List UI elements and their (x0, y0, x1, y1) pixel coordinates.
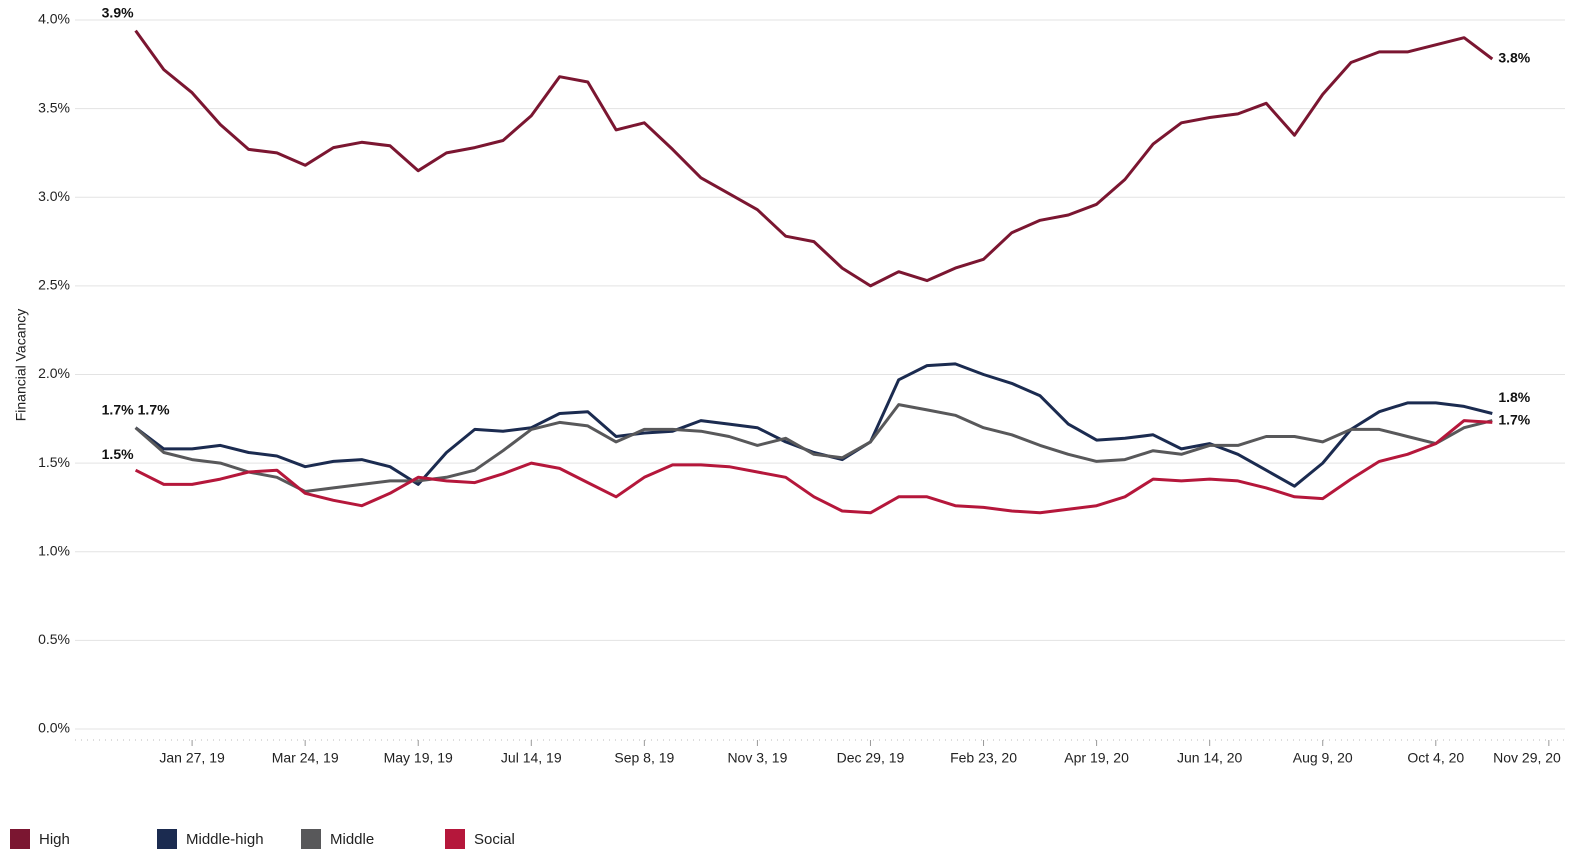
x-tick-label: Aug 9, 20 (1293, 750, 1353, 766)
x-tick-label: Jan 27, 19 (159, 750, 225, 766)
series-line (134, 362, 1493, 488)
y-tick-label: 4.0% (38, 11, 70, 27)
x-tick-label: Mar 24, 19 (272, 750, 339, 766)
data-label: 1.8% (1498, 389, 1530, 405)
y-tick-label: 2.0% (38, 365, 70, 381)
series-line (134, 403, 1493, 493)
y-axis-label: Financial Vacancy (13, 309, 29, 422)
y-tick-label: 0.0% (38, 720, 70, 736)
x-tick-label: Nov 29, 20 (1493, 750, 1561, 766)
legend-swatch (301, 829, 321, 849)
y-tick-label: 1.5% (38, 454, 70, 470)
y-tick-label: 3.0% (38, 188, 70, 204)
legend-label: Middle (330, 831, 374, 848)
legend-label: Middle-high (186, 831, 264, 848)
x-tick-label: Oct 4, 20 (1407, 750, 1464, 766)
legend-label: High (39, 831, 70, 848)
x-tick-label: Sep 8, 19 (614, 750, 674, 766)
series-line (134, 29, 1494, 288)
data-label: 3.8% (1498, 50, 1530, 66)
legend-label: Social (474, 831, 515, 848)
x-tick-label: Dec 29, 19 (837, 750, 905, 766)
legend-swatch (157, 829, 177, 849)
legend-swatch (10, 829, 30, 849)
x-tick-label: Jul 14, 19 (501, 750, 562, 766)
data-label: 1.7% (1498, 411, 1530, 427)
data-label: 1.5% (102, 446, 134, 462)
x-tick-label: Nov 3, 19 (727, 750, 787, 766)
series-line (134, 419, 1493, 515)
data-label: 3.9% (102, 4, 134, 20)
y-tick-label: 0.5% (38, 631, 70, 647)
y-tick-label: 3.5% (38, 99, 70, 115)
x-tick-label: Jun 14, 20 (1177, 750, 1243, 766)
data-label: 1.7% (102, 401, 134, 417)
legend-swatch (445, 829, 465, 849)
x-tick-label: Feb 23, 20 (950, 750, 1017, 766)
x-tick-label: Apr 19, 20 (1064, 750, 1129, 766)
y-tick-label: 2.5% (38, 277, 70, 293)
x-tick-label: May 19, 19 (384, 750, 453, 766)
data-label: 1.7% (138, 401, 170, 417)
y-tick-label: 1.0% (38, 542, 70, 558)
